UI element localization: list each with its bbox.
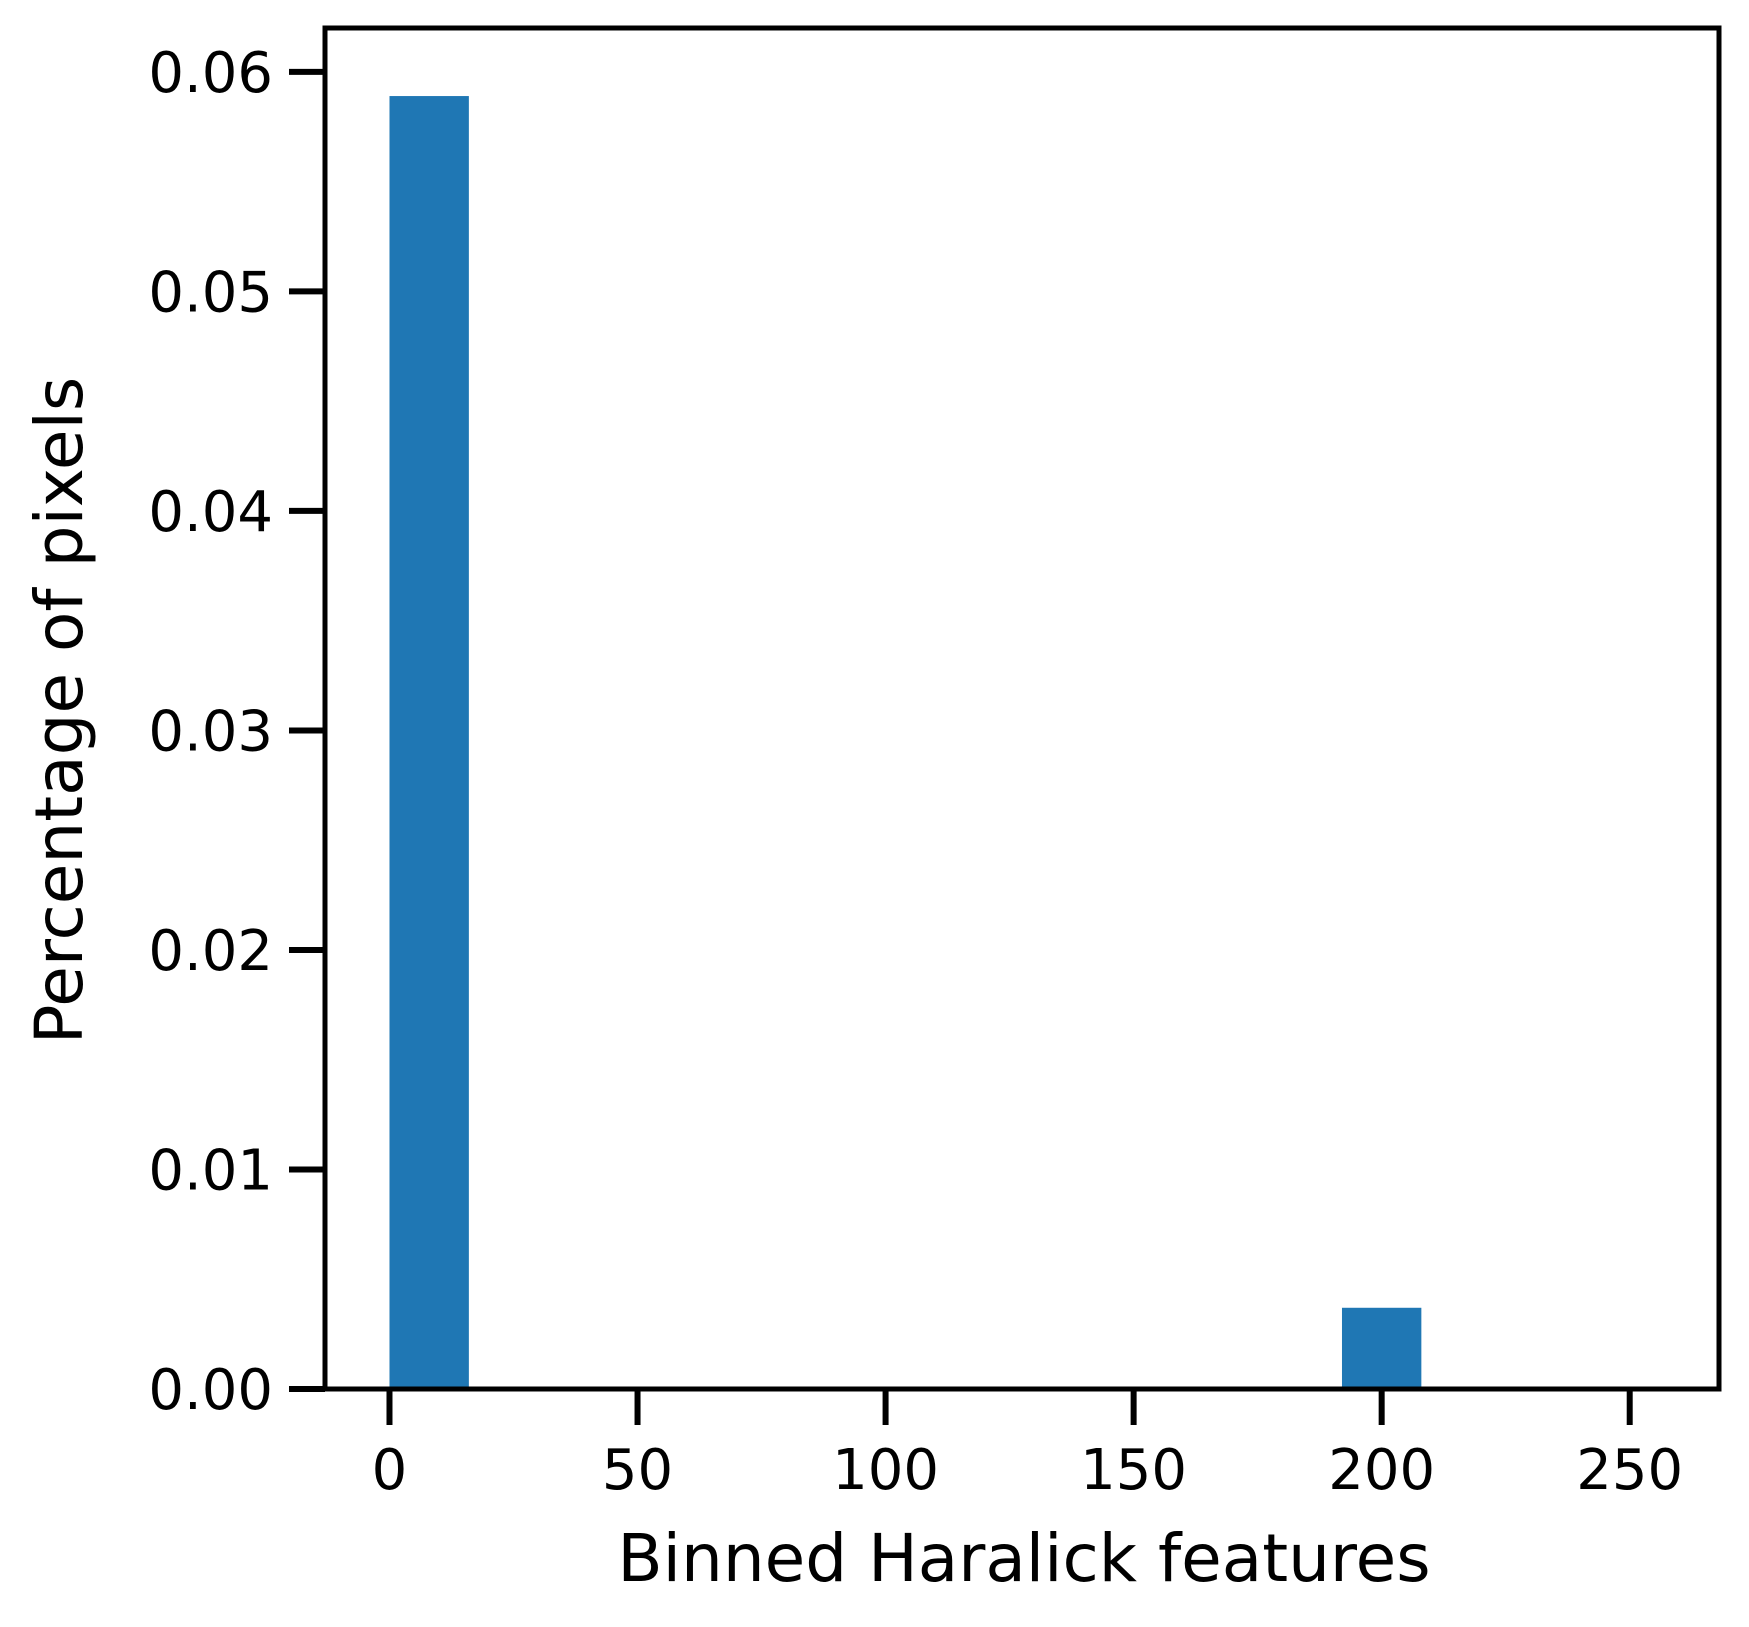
y-tick-label: 0.00 xyxy=(148,1358,273,1423)
histogram-bar xyxy=(389,96,469,1389)
x-tick-label: 200 xyxy=(1328,1438,1435,1503)
bars-layer xyxy=(389,96,1422,1389)
histogram-bar xyxy=(1341,1307,1422,1389)
y-axis-label: Percentage of pixels xyxy=(21,377,98,1044)
x-axis-ticks: 0 50 100 150 200 250 xyxy=(372,1389,1683,1503)
y-tick-label: 0.01 xyxy=(148,1138,273,1203)
y-tick-label: 0.06 xyxy=(148,41,273,106)
y-tick-label: 0.02 xyxy=(148,919,273,984)
x-tick-label: 100 xyxy=(832,1438,939,1503)
x-tick-label: 250 xyxy=(1576,1438,1683,1503)
plot-frame xyxy=(322,25,1722,1392)
x-tick-label: 50 xyxy=(602,1438,673,1503)
x-tick-label: 0 xyxy=(372,1438,408,1503)
y-axis-ticks: 0.00 0.01 0.02 0.03 0.04 0.05 0.06 xyxy=(148,41,325,1423)
y-tick-label: 0.04 xyxy=(148,480,273,545)
x-tick-label: 150 xyxy=(1080,1438,1187,1503)
y-tick-label: 0.05 xyxy=(148,260,273,325)
y-tick-label: 0.03 xyxy=(148,699,273,764)
x-axis-label: Binned Haralick features xyxy=(617,1520,1430,1597)
